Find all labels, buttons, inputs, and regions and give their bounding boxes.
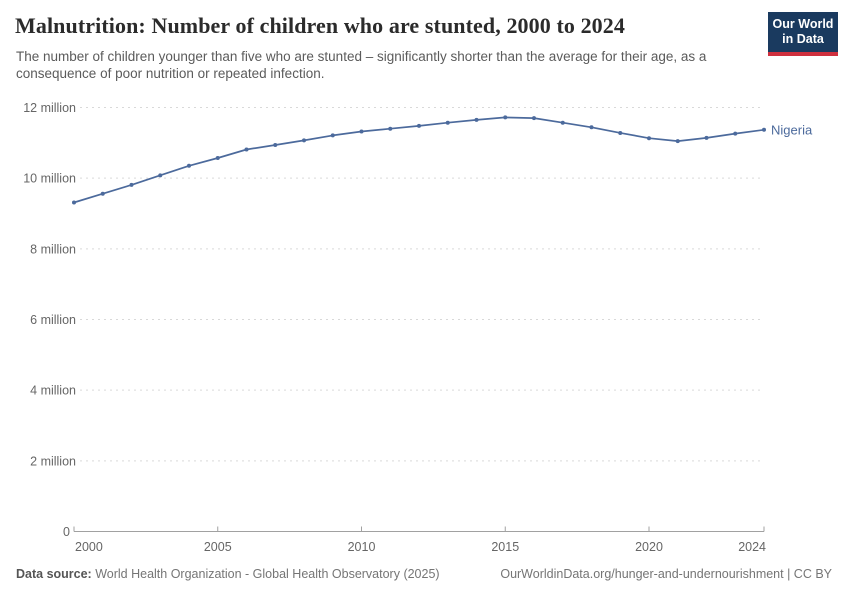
x-axis-label: 2024 [738,540,766,554]
y-axis-label: 4 million [30,384,76,398]
data-point[interactable] [532,116,536,121]
y-axis-label: 6 million [30,313,76,327]
data-point[interactable] [72,200,76,205]
data-point[interactable] [273,142,278,147]
y-axis-label: 2 million [30,454,76,468]
data-point[interactable] [187,163,191,168]
owid-url-link[interactable]: OurWorldinData.org/hunger-and-undernouri… [500,567,832,581]
y-axis-label: 12 million [23,101,76,115]
data-source-text: World Health Organization - Global Healt… [91,567,440,581]
data-point[interactable] [330,133,335,138]
x-axis-label: 2005 [204,540,232,554]
data-point[interactable] [445,120,450,125]
data-point[interactable] [647,136,651,141]
data-point[interactable] [359,129,364,134]
page-title: Malnutrition: Number of children who are… [15,13,625,38]
data-point[interactable] [675,139,680,144]
y-axis-label: 8 million [30,242,76,256]
data-source-label: Data source: [16,567,92,581]
series-end-label[interactable]: Nigeria [771,122,813,137]
data-point[interactable] [388,126,393,131]
data-point[interactable] [244,147,249,152]
x-axis-label: 2010 [348,540,376,554]
data-point[interactable] [733,131,738,136]
y-axis-label: 0 [63,525,70,539]
data-point[interactable] [503,115,508,120]
data-point[interactable] [618,130,623,135]
chart-footer: Data source: World Health Organization -… [16,567,832,581]
data-point[interactable] [302,138,306,143]
owid-logo-line2: in Data [782,32,824,47]
y-axis-label: 10 million [23,172,76,186]
data-point[interactable] [560,120,565,125]
x-axis-label: 2015 [491,540,519,554]
data-point[interactable] [215,156,220,161]
owid-logo[interactable]: Our World in Data [768,12,838,56]
data-point[interactable] [100,191,105,196]
x-axis-label: 2020 [635,540,663,554]
trend-line [73,116,765,204]
x-axis-label: 2000 [75,540,103,554]
data-point[interactable] [158,173,163,178]
data-source: Data source: World Health Organization -… [16,567,440,581]
data-point[interactable] [704,135,709,140]
owid-logo-line1: Our World [772,17,834,31]
data-point[interactable] [762,127,766,132]
chart-subtitle: The number of children younger than five… [16,49,707,82]
data-point[interactable] [589,125,594,130]
data-point[interactable] [129,182,134,187]
data-point[interactable] [474,117,479,122]
data-point[interactable] [417,123,421,128]
